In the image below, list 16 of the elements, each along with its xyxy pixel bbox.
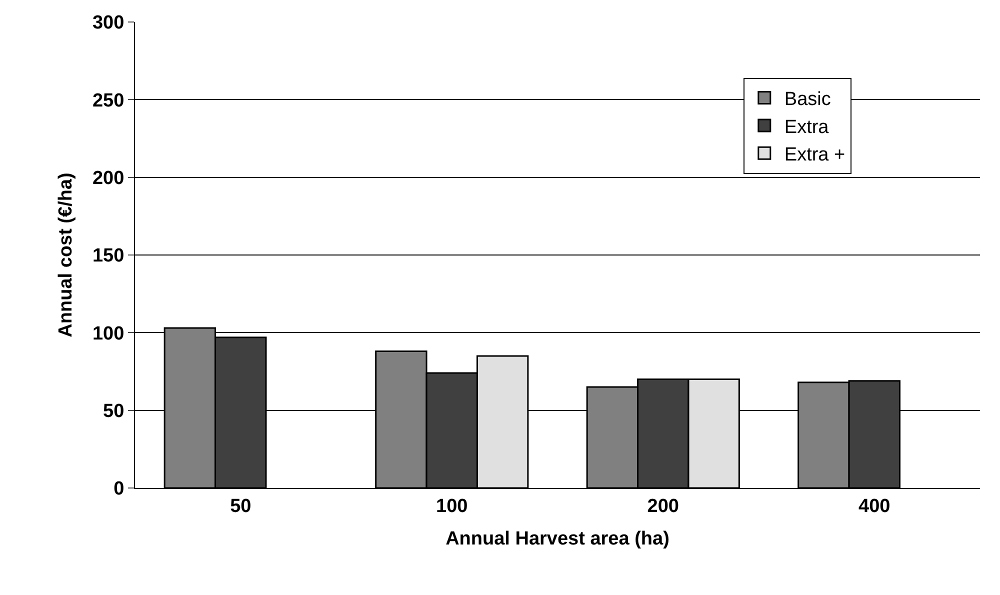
x-tick-label: 50 bbox=[230, 496, 252, 517]
x-tick-label: 100 bbox=[436, 496, 468, 517]
x-tick-label: 400 bbox=[858, 496, 890, 517]
y-tick-label: 50 bbox=[103, 400, 124, 422]
y-tick-label: 100 bbox=[92, 323, 124, 344]
y-tick-label: 200 bbox=[92, 168, 124, 189]
legend-label: Extra bbox=[784, 116, 830, 138]
y-tick-label: 300 bbox=[92, 12, 124, 34]
y-tick-label: 150 bbox=[92, 246, 124, 267]
x-axis-title: Annual Harvest area (ha) bbox=[446, 528, 670, 550]
y-tick-label: 0 bbox=[114, 478, 124, 500]
y-tick-label: 250 bbox=[92, 90, 124, 112]
legend-label: Extra + bbox=[784, 144, 846, 166]
x-tick-label: 200 bbox=[647, 496, 679, 517]
legend-label: Basic bbox=[784, 89, 831, 110]
y-axis-title: Annual cost (€/ha) bbox=[55, 172, 76, 338]
